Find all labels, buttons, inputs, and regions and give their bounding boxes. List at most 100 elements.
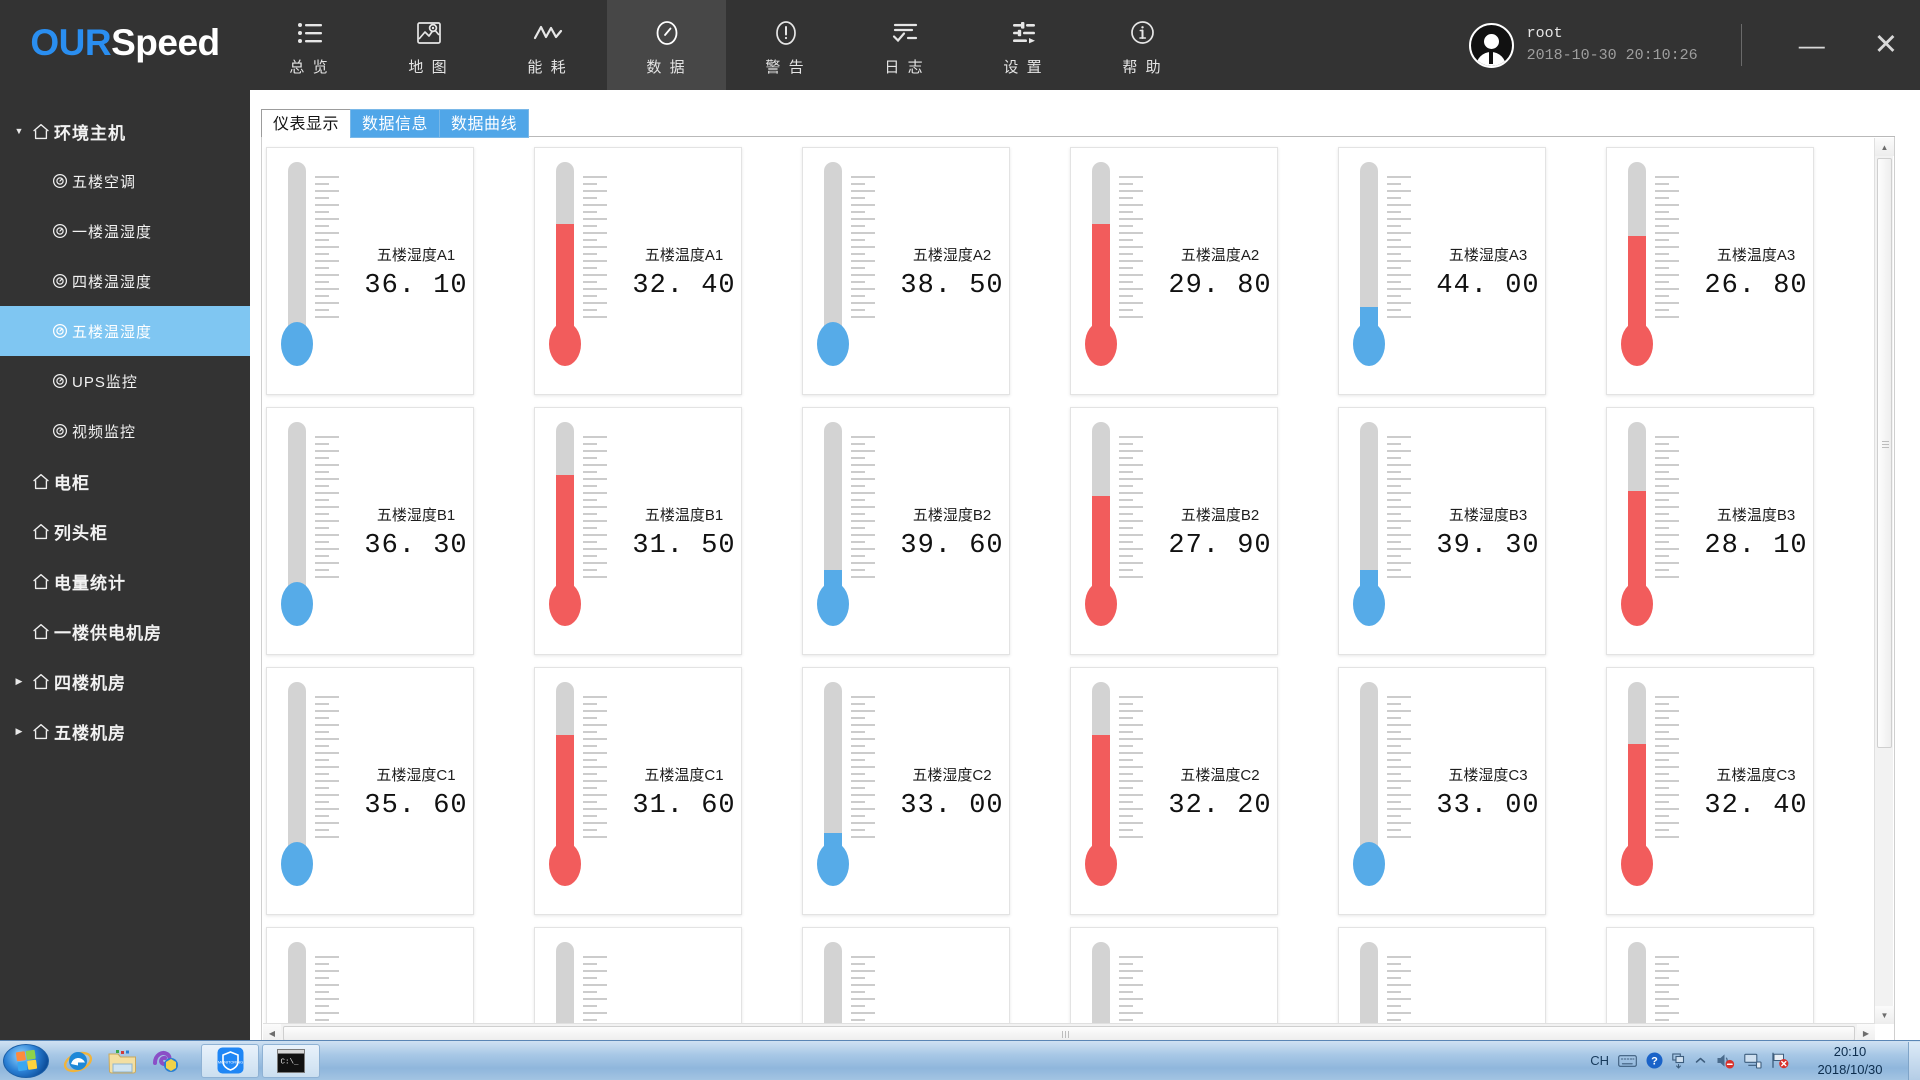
gauge-card[interactable]: 五楼湿度A3 44. 00: [1338, 147, 1546, 395]
minimize-button[interactable]: —: [1798, 30, 1825, 60]
gauge-card[interactable]: 五楼湿度C3 33. 00: [1338, 667, 1546, 915]
help-icon[interactable]: ?: [1646, 1052, 1663, 1069]
gauge-card[interactable]: 五楼温度B2 27. 90: [1070, 407, 1278, 655]
gauge-label: 五楼温度A1: [644, 246, 724, 264]
gauge-card[interactable]: 五楼湿度B3 39. 30: [1338, 407, 1546, 655]
gauge-card[interactable]: 五楼湿度C2 33. 00: [802, 667, 1010, 915]
sidebar-item-7[interactable]: ▶电柜: [0, 456, 250, 506]
window-switch-icon[interactable]: [1672, 1052, 1685, 1069]
gauge-card[interactable]: 五楼温度A2 29. 80: [1070, 147, 1278, 395]
gauge-value: 35. 60: [364, 790, 468, 821]
gauge-card[interactable]: 五楼湿度A2 38. 50: [802, 147, 1010, 395]
nav-item-help[interactable]: 帮 助: [1083, 0, 1202, 90]
thermometer-bulb: [549, 842, 581, 886]
caret-right-icon[interactable]: ▶: [15, 675, 23, 686]
horizontal-scrollbar[interactable]: ◀ ▶: [263, 1023, 1875, 1043]
nav-item-data[interactable]: 数 据: [607, 0, 726, 90]
nav-item-alarm[interactable]: 警 告: [726, 0, 845, 90]
network-icon[interactable]: [1744, 1053, 1762, 1069]
gauge-card[interactable]: 五楼温度A3 26. 80: [1606, 147, 1814, 395]
volume-muted-icon[interactable]: [1716, 1052, 1735, 1069]
tab-strip: 仪表显示 数据信息 数据曲线: [261, 108, 530, 138]
sidebar-item-8[interactable]: ▶列头柜: [0, 506, 250, 556]
sidebar-item-12[interactable]: ▶ 五楼机房: [0, 706, 250, 756]
sidebar-item-label: 环境主机: [54, 123, 126, 143]
sidebar-item-0[interactable]: ▼ 环境主机: [0, 106, 250, 156]
sidebar-item-3[interactable]: 四楼温湿度: [0, 256, 250, 306]
gauge-value: 27. 90: [1168, 530, 1272, 561]
sidebar-item-9[interactable]: ▶电量统计: [0, 556, 250, 606]
gauge-card[interactable]: 五楼温度B1 31. 50: [534, 407, 742, 655]
gauge-card[interactable]: 五楼温度C1 31. 60: [534, 667, 742, 915]
vertical-scroll-thumb[interactable]: [1877, 158, 1892, 748]
gauge-readout: 五楼温度C1 31. 60: [631, 668, 741, 916]
gauge-label: 五楼湿度B2: [912, 506, 992, 524]
sidebar-item-6[interactable]: 视频监控: [0, 406, 250, 456]
app-logo[interactable]: OURSpeed: [0, 0, 250, 90]
taskbar-clock[interactable]: 20:10 2018/10/30: [1798, 1043, 1902, 1078]
nav-label-help: 帮 助: [1122, 58, 1163, 76]
gauge-card[interactable]: 五楼湿度B1 36. 30: [266, 407, 474, 655]
sidebar-item-10[interactable]: ▶一楼供电机房: [0, 606, 250, 656]
command-prompt-icon[interactable]: C:\_: [262, 1043, 320, 1078]
gauge-card[interactable]: 五楼湿度A1 36. 10: [266, 147, 474, 395]
thermometer-scale: [315, 176, 341, 324]
gauge-value: 39. 30: [1436, 530, 1540, 561]
show-desktop-button[interactable]: [1908, 1041, 1920, 1080]
thermometer-icon: [1621, 682, 1705, 902]
ime-indicator[interactable]: CH: [1590, 1053, 1609, 1068]
nav-label-alarm: 警 告: [765, 58, 806, 76]
internet-explorer-icon[interactable]: [57, 1044, 99, 1078]
nav-item-energy[interactable]: 能 耗: [488, 0, 607, 90]
file-explorer-icon[interactable]: [101, 1044, 143, 1078]
horizontal-scroll-thumb[interactable]: [283, 1026, 1855, 1041]
gauge-card[interactable]: 五楼湿度C1 35. 60: [266, 667, 474, 915]
gauge-card[interactable]: 五楼温度C2 32. 20: [1070, 667, 1278, 915]
top-header-bar: OURSpeed 总 览: [0, 0, 1920, 90]
caret-down-icon[interactable]: ▼: [14, 126, 24, 136]
tab-1[interactable]: 数据信息: [350, 109, 441, 138]
thermometer-fill: [1628, 743, 1646, 854]
gauge-label: 五楼湿度B3: [1448, 506, 1528, 524]
scroll-down-arrow[interactable]: ▼: [1875, 1006, 1894, 1024]
sidebar-item-4[interactable]: 五楼温湿度: [0, 306, 250, 356]
nav-item-map[interactable]: 地 图: [369, 0, 488, 90]
chevron-up-icon[interactable]: [1694, 1056, 1707, 1065]
scroll-left-arrow[interactable]: ◀: [263, 1024, 281, 1043]
tab-0[interactable]: 仪表显示: [261, 109, 352, 138]
thermometer-icon: [817, 942, 901, 1043]
tab-2[interactable]: 数据曲线: [439, 109, 530, 138]
gauge-card[interactable]: 五楼温度A1 32. 40: [534, 147, 742, 395]
home-icon: [28, 673, 54, 690]
caret-right-icon[interactable]: ▶: [15, 725, 23, 736]
avatar[interactable]: [1468, 22, 1514, 68]
monitoring-shield-icon[interactable]: MONITORING: [201, 1043, 259, 1078]
nav-item-settings[interactable]: 设 置: [964, 0, 1083, 90]
sidebar-item-11[interactable]: ▶ 四楼机房: [0, 656, 250, 706]
gauge-card[interactable]: 五楼温度B3 28. 10: [1606, 407, 1814, 655]
scroll-right-arrow[interactable]: ▶: [1857, 1024, 1875, 1043]
media-player-icon[interactable]: [145, 1044, 187, 1078]
thermometer-tube: [288, 682, 306, 854]
thermometer-fill: [1092, 223, 1110, 334]
gauge-card[interactable]: 五楼湿度B2 39. 60: [802, 407, 1010, 655]
sidebar-item-1[interactable]: 五楼空调: [0, 156, 250, 206]
thermometer-scale: [851, 696, 877, 844]
user-info: root 2018-10-30 20:10:26: [1527, 23, 1698, 67]
action-center-flag-icon[interactable]: [1771, 1052, 1789, 1069]
sidebar-item-5[interactable]: UPS监控: [0, 356, 250, 406]
keyboard-icon[interactable]: [1618, 1054, 1637, 1068]
nav-item-log[interactable]: 日 志: [845, 0, 964, 90]
scroll-up-arrow[interactable]: ▲: [1875, 138, 1894, 156]
start-orb-icon[interactable]: [3, 1043, 49, 1078]
system-tray: CH ?: [1590, 1043, 1908, 1078]
thermometer-icon: [1085, 162, 1169, 382]
nav-item-overview[interactable]: 总 览: [250, 0, 369, 90]
vertical-scrollbar[interactable]: ▲ ▼: [1874, 138, 1894, 1024]
sidebar-item-label: UPS监控: [72, 373, 138, 391]
gauge-card[interactable]: 五楼温度C3 32. 40: [1606, 667, 1814, 915]
sidebar-item-2[interactable]: 一楼温湿度: [0, 206, 250, 256]
close-button[interactable]: ✕: [1873, 28, 1898, 61]
gauge-value: 28. 10: [1704, 530, 1808, 561]
thermometer-scale: [1387, 696, 1413, 844]
